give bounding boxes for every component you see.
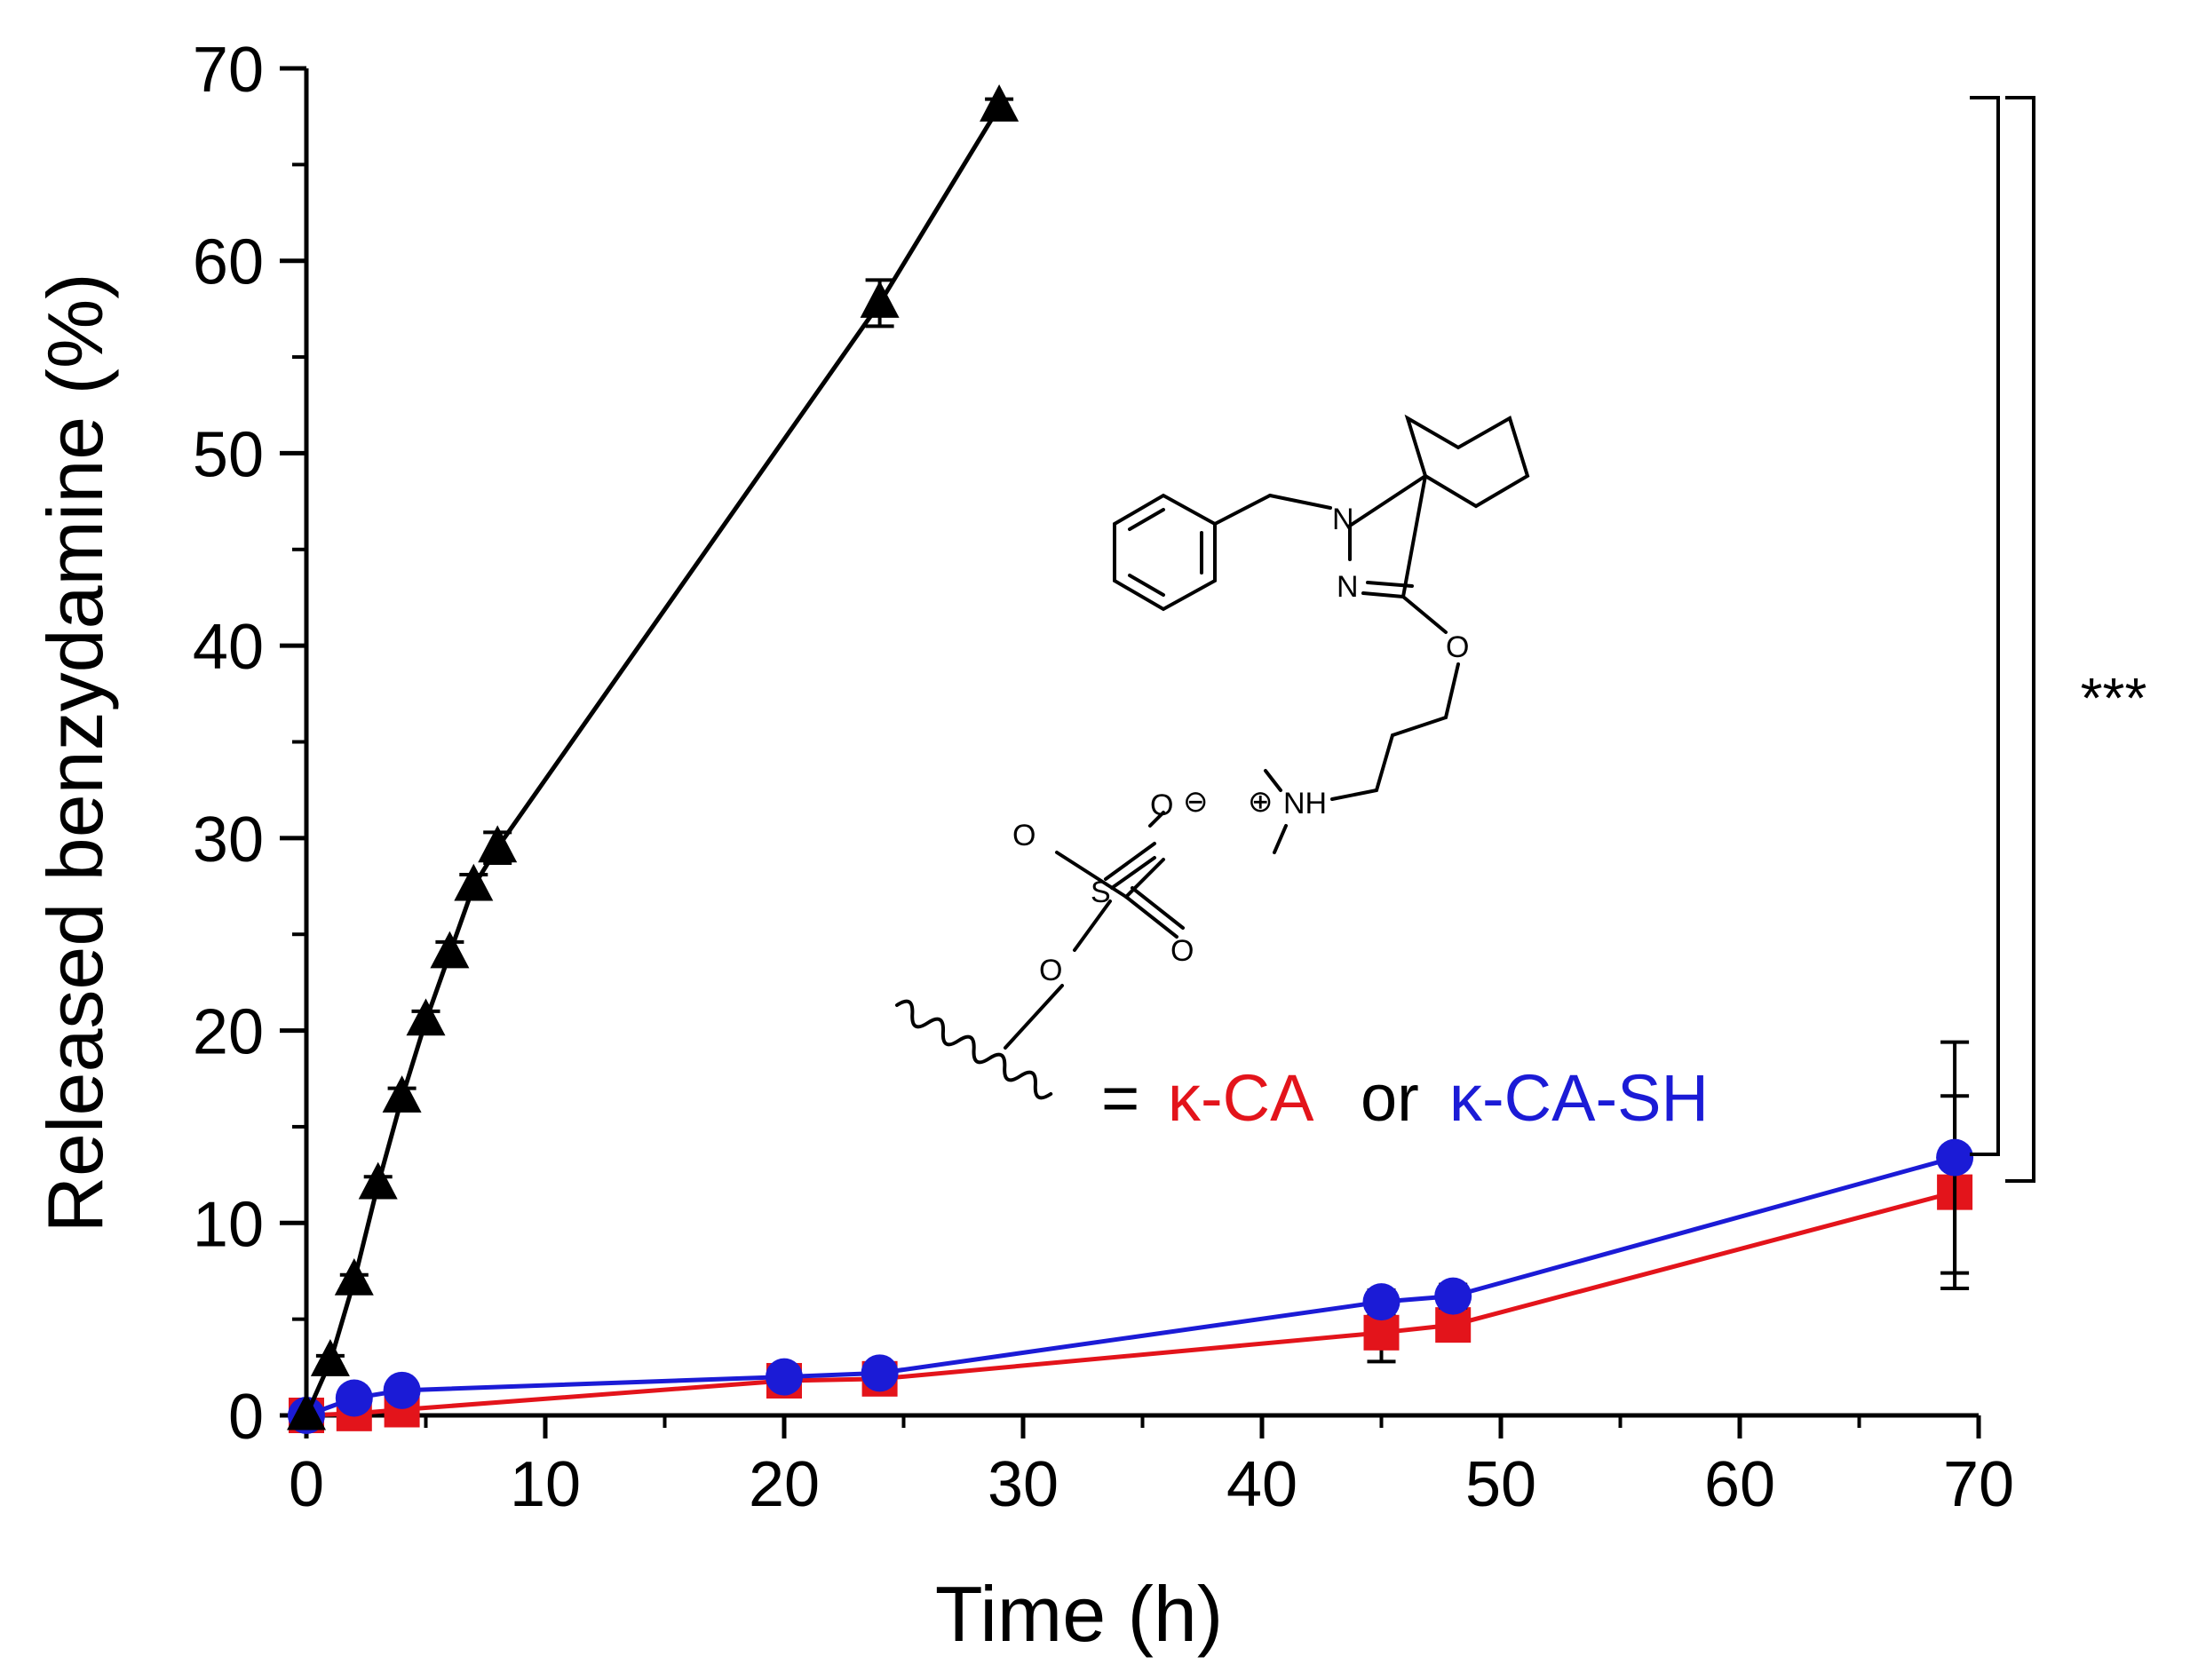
significance-stars: *** <box>2081 666 2147 730</box>
legend-annotation: = κ-CA or κ-CA-SH <box>1101 1061 1709 1135</box>
data-point <box>1362 1283 1400 1321</box>
label-minus: ⊖ <box>1183 785 1209 819</box>
label-nh: NH <box>1283 787 1327 820</box>
data-point <box>860 281 900 318</box>
y-tick-label: 30 <box>193 804 264 876</box>
label-o-ether: O <box>1446 630 1469 664</box>
data-point <box>1936 1138 1974 1177</box>
legend-or: or <box>1361 1061 1419 1135</box>
label-s: S <box>1091 876 1111 909</box>
bracket-outer <box>2005 96 2035 1183</box>
polymer-wavy-bond <box>895 999 1053 1100</box>
data-point <box>1363 1314 1400 1351</box>
x-tick-label: 30 <box>988 1449 1059 1520</box>
data-point <box>335 1379 373 1417</box>
data-point <box>766 1358 803 1396</box>
x-tick-label: 50 <box>1465 1449 1536 1520</box>
x-tick-label: 60 <box>1704 1449 1775 1520</box>
x-axis-label: Time (h) <box>935 1570 1223 1658</box>
y-tick-label: 20 <box>193 997 264 1068</box>
y-tick-label: 70 <box>193 35 264 106</box>
y-tick-label: 40 <box>193 612 264 683</box>
data-point <box>334 1258 374 1296</box>
data-point <box>478 825 518 863</box>
y-tick-label: 50 <box>193 419 264 490</box>
y-tick-label: 60 <box>193 227 264 298</box>
series-kappa-ca-sh <box>288 1040 1974 1434</box>
data-point <box>1434 1277 1472 1315</box>
structure-labels: N N O NH ⊕ ⊖ O S O O O <box>1012 503 1469 987</box>
data-point <box>406 998 446 1036</box>
x-tick-label: 20 <box>749 1449 820 1520</box>
data-point <box>383 1371 421 1409</box>
legend-kappa-ca: κ-CA <box>1168 1061 1314 1135</box>
y-axis-label: Released benzydamine (%) <box>31 273 119 1232</box>
label-n1: N <box>1332 503 1354 536</box>
bracket-inner <box>1970 96 2000 1156</box>
label-o-minus: O <box>1150 788 1173 822</box>
label-n2: N <box>1337 570 1359 604</box>
label-o-bottom-right: O <box>1170 934 1194 968</box>
data-point <box>980 84 1020 122</box>
legend-kappa-ca-sh: κ-CA-SH <box>1449 1061 1709 1135</box>
data-point <box>287 1392 326 1430</box>
chemical-structure <box>895 414 1530 1100</box>
y-tick-label: 0 <box>228 1382 264 1453</box>
legend-equals: = <box>1101 1061 1139 1135</box>
y-tick-label: 10 <box>193 1189 264 1260</box>
data-point <box>861 1354 899 1392</box>
data-point <box>454 863 494 901</box>
x-tick-label: 10 <box>510 1449 581 1520</box>
label-plus: ⊕ <box>1248 785 1274 819</box>
x-tick-label: 70 <box>1943 1449 2014 1520</box>
x-tick-label: 40 <box>1226 1449 1297 1520</box>
x-tick-label: 0 <box>289 1449 324 1520</box>
axes: 0 10 20 30 40 50 60 70 0 10 20 30 40 50 60 70 <box>193 35 2014 1520</box>
series-layer <box>287 84 1974 1434</box>
label-o-top-left: O <box>1012 819 1035 852</box>
series-line <box>304 106 1002 1417</box>
data-point <box>430 931 470 969</box>
label-o-bridge: O <box>1039 954 1062 987</box>
significance-brackets <box>1970 96 2035 1183</box>
data-point <box>310 1339 350 1376</box>
benzyl-ring <box>1113 493 1217 612</box>
series-free-drug <box>287 84 1020 1430</box>
series-line <box>305 1155 1956 1418</box>
data-point <box>382 1075 422 1113</box>
data-point <box>358 1161 398 1200</box>
series-kappa-ca <box>289 1094 1973 1433</box>
indazole-benzene <box>1404 414 1530 509</box>
